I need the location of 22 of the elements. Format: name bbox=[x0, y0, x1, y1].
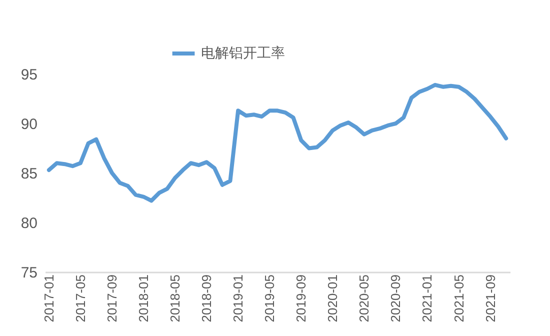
x-tick-label: 2019-01 bbox=[230, 274, 246, 322]
x-tick-label: 2018-05 bbox=[168, 274, 183, 322]
x-tick-label: 2018-01 bbox=[136, 274, 152, 322]
x-tick-label: 2017-05 bbox=[72, 274, 88, 322]
x-tick-label: 2018-09 bbox=[199, 274, 214, 322]
x-tick-label: 2021-05 bbox=[451, 274, 466, 322]
x-tick-label: 2017-09 bbox=[104, 274, 120, 322]
x-tick-label: 2020-09 bbox=[388, 274, 404, 322]
y-tick-label: 80 bbox=[20, 215, 38, 232]
x-tick-label: 2019-09 bbox=[294, 274, 309, 322]
x-tick-label: 2020-05 bbox=[356, 274, 372, 322]
line-series bbox=[46, 82, 508, 203]
x-tick-label: 2020-01 bbox=[325, 274, 340, 322]
x-tick-label: 2021-09 bbox=[482, 274, 498, 322]
y-tick-label: 90 bbox=[20, 116, 38, 133]
y-tick-label: 75 bbox=[20, 264, 38, 282]
legend-label: 电解铝开工率 bbox=[201, 46, 285, 62]
y-tick-label: 95 bbox=[20, 66, 38, 84]
x-tick-label: 2019-05 bbox=[262, 274, 278, 322]
x-tick-label: 2021-01 bbox=[420, 274, 435, 322]
y-tick-label: 85 bbox=[20, 166, 38, 182]
x-tick-label: 2017-01 bbox=[41, 274, 56, 322]
